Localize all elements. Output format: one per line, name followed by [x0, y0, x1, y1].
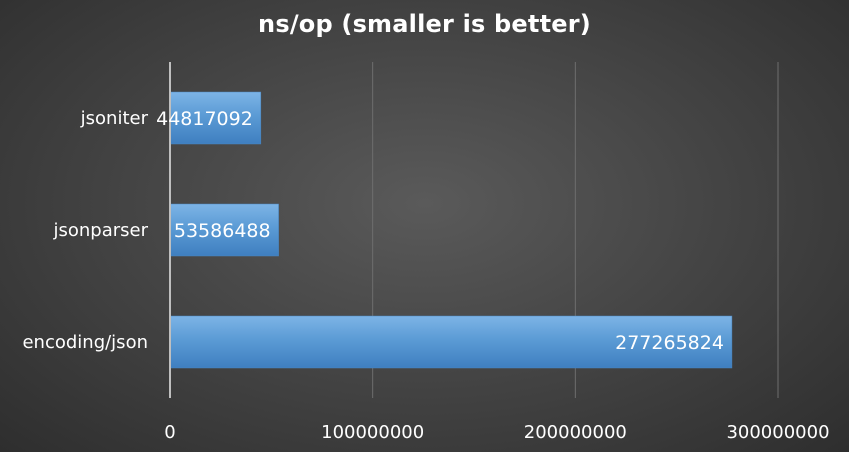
category-label: jsonparser	[52, 220, 148, 241]
data-label: 53586488	[174, 220, 271, 242]
labels: 0 100000000 200000000 300000000 jsoniter 4481…	[22, 108, 829, 443]
x-tick-label: 100000000	[321, 422, 424, 443]
data-label: 277265824	[615, 332, 724, 354]
category-label: jsoniter	[80, 108, 149, 129]
data-label: 44817092	[156, 108, 253, 130]
bar-jsoniter	[169, 91, 262, 145]
x-tick-label: 300000000	[726, 422, 829, 443]
bars	[169, 91, 733, 369]
x-tick-label: 0	[164, 422, 175, 443]
chart-title: ns/op (smaller is better)	[258, 10, 591, 38]
bar-encoding-json	[169, 315, 733, 369]
category-label: encoding/json	[22, 332, 148, 353]
bar-jsonparser	[169, 203, 279, 257]
x-tick-label: 200000000	[524, 422, 627, 443]
